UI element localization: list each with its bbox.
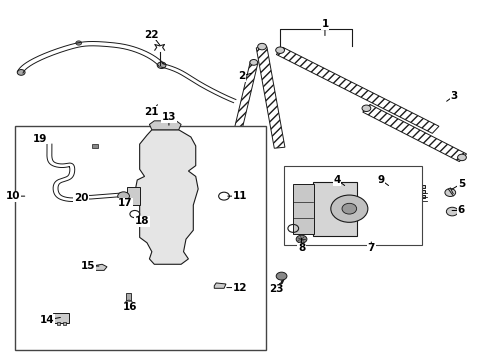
- Circle shape: [275, 47, 284, 53]
- Bar: [312, 182, 356, 235]
- Bar: [283, 166, 422, 244]
- Circle shape: [341, 203, 356, 214]
- Bar: [293, 184, 313, 234]
- Text: 16: 16: [122, 302, 137, 312]
- Text: 4: 4: [333, 175, 340, 185]
- Text: 21: 21: [144, 107, 159, 117]
- Circle shape: [232, 129, 242, 136]
- Circle shape: [444, 189, 455, 197]
- Polygon shape: [149, 121, 181, 130]
- Text: 19: 19: [32, 134, 47, 144]
- Text: 14: 14: [40, 315, 54, 325]
- Circle shape: [446, 207, 457, 216]
- Text: 6: 6: [457, 206, 464, 216]
- Polygon shape: [288, 185, 424, 188]
- Bar: [126, 293, 131, 303]
- Polygon shape: [288, 195, 424, 198]
- Circle shape: [249, 59, 257, 65]
- Text: 12: 12: [232, 283, 246, 293]
- Text: 1: 1: [321, 19, 328, 29]
- Polygon shape: [135, 130, 198, 264]
- Text: 7: 7: [367, 243, 374, 253]
- Bar: [92, 144, 98, 148]
- Polygon shape: [127, 187, 140, 205]
- Bar: [53, 314, 69, 323]
- Text: 17: 17: [118, 198, 132, 208]
- Circle shape: [330, 195, 367, 222]
- Circle shape: [276, 272, 286, 280]
- Text: 23: 23: [268, 284, 283, 294]
- Text: 15: 15: [81, 261, 96, 271]
- Circle shape: [296, 235, 306, 243]
- Text: 9: 9: [377, 175, 384, 185]
- Text: 11: 11: [232, 191, 246, 201]
- Circle shape: [157, 62, 165, 68]
- Text: 18: 18: [135, 216, 149, 226]
- Circle shape: [457, 154, 466, 161]
- Text: 13: 13: [162, 112, 176, 122]
- Text: 5: 5: [457, 179, 464, 189]
- Polygon shape: [93, 264, 107, 270]
- Circle shape: [76, 41, 81, 45]
- Circle shape: [388, 192, 401, 201]
- Text: 2: 2: [238, 71, 245, 81]
- Text: 3: 3: [449, 91, 457, 101]
- Circle shape: [257, 43, 266, 50]
- Text: 10: 10: [6, 191, 20, 201]
- Circle shape: [118, 192, 129, 201]
- Text: 22: 22: [144, 30, 159, 40]
- Polygon shape: [214, 283, 225, 288]
- Circle shape: [17, 69, 25, 75]
- Circle shape: [361, 105, 370, 112]
- Bar: [62, 321, 65, 325]
- Bar: [15, 126, 266, 350]
- Text: 8: 8: [297, 243, 305, 253]
- Circle shape: [125, 300, 132, 305]
- Text: 20: 20: [74, 193, 88, 203]
- Bar: [57, 321, 60, 325]
- Polygon shape: [288, 190, 424, 193]
